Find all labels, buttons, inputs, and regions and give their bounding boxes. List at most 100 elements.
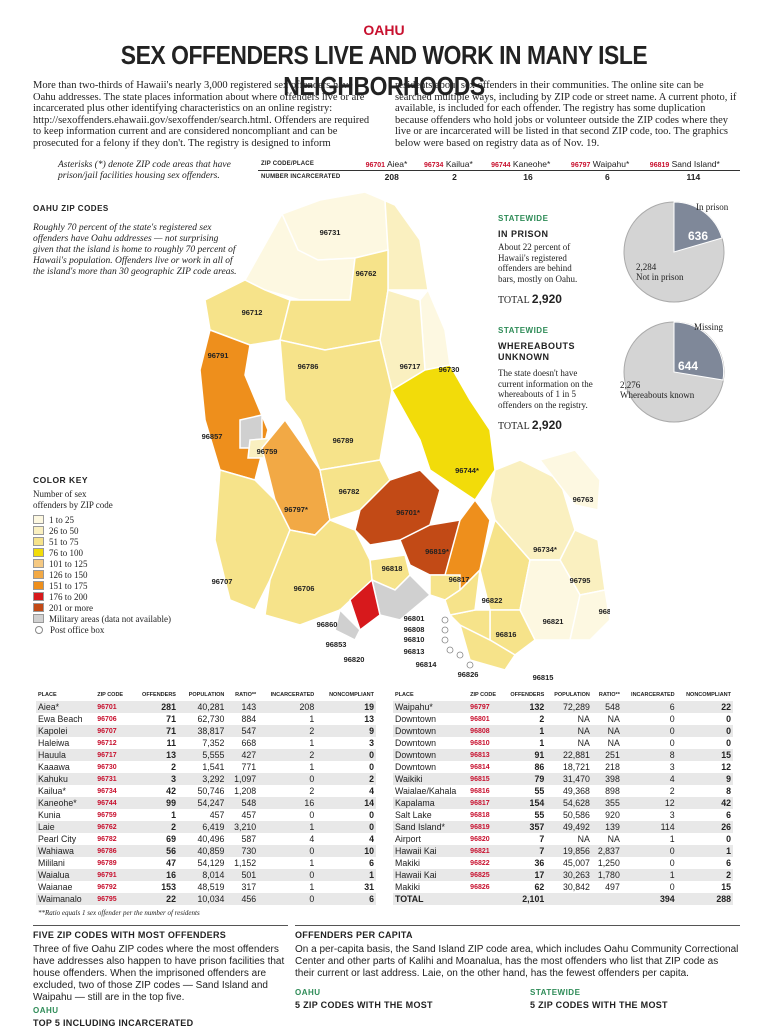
table-cell: [468, 893, 503, 905]
pie-rest-label: Whereabouts known: [620, 390, 695, 400]
oahu-sublabel: OAHU: [33, 1006, 59, 1015]
table-cell: 1,250: [597, 858, 620, 868]
table-cell: 96819: [468, 821, 503, 833]
table-cell: 398: [591, 773, 622, 785]
zip-cell: 96734 Kailua*: [420, 158, 489, 171]
table-cell: 357: [502, 821, 547, 833]
table-cell: 36: [534, 858, 545, 868]
color-key-label: 176 to 200: [49, 591, 88, 602]
map-zip-label: 96795: [570, 576, 591, 585]
table-cell: 0: [676, 725, 733, 737]
table-cell: 15: [676, 749, 733, 761]
table-cell: 2: [316, 773, 376, 785]
table-row: Laie 96762 2 6,419 3,210 1 0: [36, 821, 376, 833]
table-row: Waipahu* 96797 132 72,289 548 6 22: [393, 701, 733, 713]
map-zip-label: 96712: [242, 308, 263, 317]
in-prison-title: IN PRISON: [498, 229, 549, 239]
table-cell: 96759: [97, 811, 117, 819]
table-cell: 13: [364, 714, 374, 724]
pie-rest-value: 2,284: [636, 262, 657, 272]
table-cell: 288: [676, 893, 733, 905]
table-cell: NA: [577, 834, 590, 844]
table-header: PLACE: [38, 692, 57, 698]
table-cell: 281: [131, 701, 178, 713]
table-cell: Hawaii Kai: [393, 869, 469, 881]
incarcerated-count: 16: [523, 172, 533, 182]
table-row: Downtown 96813 91 22,881 251 8 15: [393, 749, 733, 761]
table-cell: 96712: [97, 739, 117, 747]
table-cell: 62: [534, 882, 545, 892]
table-cell: 0: [669, 858, 675, 868]
table-cell: 12: [721, 762, 731, 772]
headline: SEX OFFENDERS LIVE AND WORK IN MANY ISLE…: [120, 40, 648, 101]
table-cell: Kapalama: [393, 797, 469, 809]
table-cell: 3: [669, 810, 675, 820]
table-cell: 394: [621, 893, 677, 905]
table-row: Kailua* 96734 42 50,746 1,208 2 4: [36, 785, 376, 797]
map-zip-label: 96782: [339, 487, 360, 496]
table-cell: 7,352: [202, 738, 225, 748]
table-cell: 99: [131, 797, 178, 809]
table-cell: 1,152: [234, 858, 257, 868]
incarcerated-count: 208: [384, 172, 399, 182]
color-key-row: 126 to 150: [33, 569, 171, 580]
table-cell: NA: [607, 834, 620, 844]
table-cell: 547: [226, 725, 259, 737]
table-cell: 71: [131, 725, 178, 737]
table-cell: 42: [676, 797, 733, 809]
map-zip-label: 96822: [482, 596, 503, 605]
color-swatch: [33, 515, 44, 524]
table-cell: NA: [607, 738, 620, 748]
color-swatch: [33, 548, 44, 557]
table-cell: 153: [161, 882, 176, 892]
table-cell: Downtown: [393, 749, 469, 761]
table-cell: 96734: [97, 787, 117, 795]
top5-incarcerated-title: TOP 5 INCLUDING INCARCERATED: [33, 1018, 194, 1028]
table-cell: 6: [726, 858, 731, 868]
color-key-row: 176 to 200: [33, 591, 171, 602]
table-row: Waimanalo 96795 22 10,034 456 0 6: [36, 893, 376, 905]
table-cell: 8: [621, 749, 677, 761]
table-cell: 10: [316, 845, 376, 857]
table-cell: 55: [534, 786, 545, 796]
table-cell: 1: [539, 738, 545, 748]
table-cell: Aiea*: [36, 701, 96, 713]
color-key-title: COLOR KEY: [33, 475, 89, 485]
table-cell: 771: [241, 762, 257, 772]
table-row: Hawaii Kai 96821 7 19,856 2,837 0 1: [393, 845, 733, 857]
map-zip-label: 96789: [333, 436, 354, 445]
table-cell: 86: [534, 762, 545, 772]
oahu-zip-text: Roughly 70 percent of the state's regist…: [33, 223, 237, 277]
table-cell: 96820: [470, 835, 490, 843]
table-cell: 2: [258, 749, 317, 761]
map-zip-label: 96817: [449, 575, 470, 584]
table-cell: 6: [726, 810, 731, 820]
table-cell: 96815: [468, 773, 503, 785]
table-cell: 0: [726, 714, 731, 724]
table-row: Hawaii Kai 96825 17 30,263 1,780 1 2: [393, 869, 733, 881]
table-header: INCARCERATED: [270, 692, 315, 698]
table-cell: 96730: [97, 763, 117, 771]
table-cell: 427: [226, 749, 259, 761]
per-capita-oahu-label: OAHU: [295, 988, 321, 997]
table-cell: Kunia: [38, 810, 61, 820]
table-header: ZIP CODE: [97, 692, 124, 698]
in-prison-total: TOTAL 2,920: [498, 292, 562, 306]
per-capita-text: On a per-capita basis, the Sand Island Z…: [295, 944, 739, 979]
table-cell: 9: [676, 773, 733, 785]
table-cell: 96821: [468, 845, 503, 857]
table-row: Downtown 96810 1 NA NA 0 0: [393, 737, 733, 749]
table-cell: 251: [591, 749, 622, 761]
table-cell: 0: [369, 762, 374, 772]
table-cell: 6: [621, 701, 677, 713]
table-cell: Wahiawa: [36, 845, 96, 857]
map-zip-label: 96744*: [455, 466, 479, 475]
incarcerated-count: 6: [604, 172, 610, 182]
intro-column-1: More than two-thirds of Hawaii's nearly …: [33, 80, 370, 149]
table-cell: 0: [669, 714, 675, 724]
table-cell: NA: [577, 714, 590, 724]
color-key-row: 151 to 175: [33, 580, 171, 591]
table-header: NONCOMPLIANT: [329, 692, 374, 698]
table-cell: 1: [676, 845, 733, 857]
five-zip-text: Three of five Oahu ZIP codes where the m…: [33, 944, 285, 1003]
